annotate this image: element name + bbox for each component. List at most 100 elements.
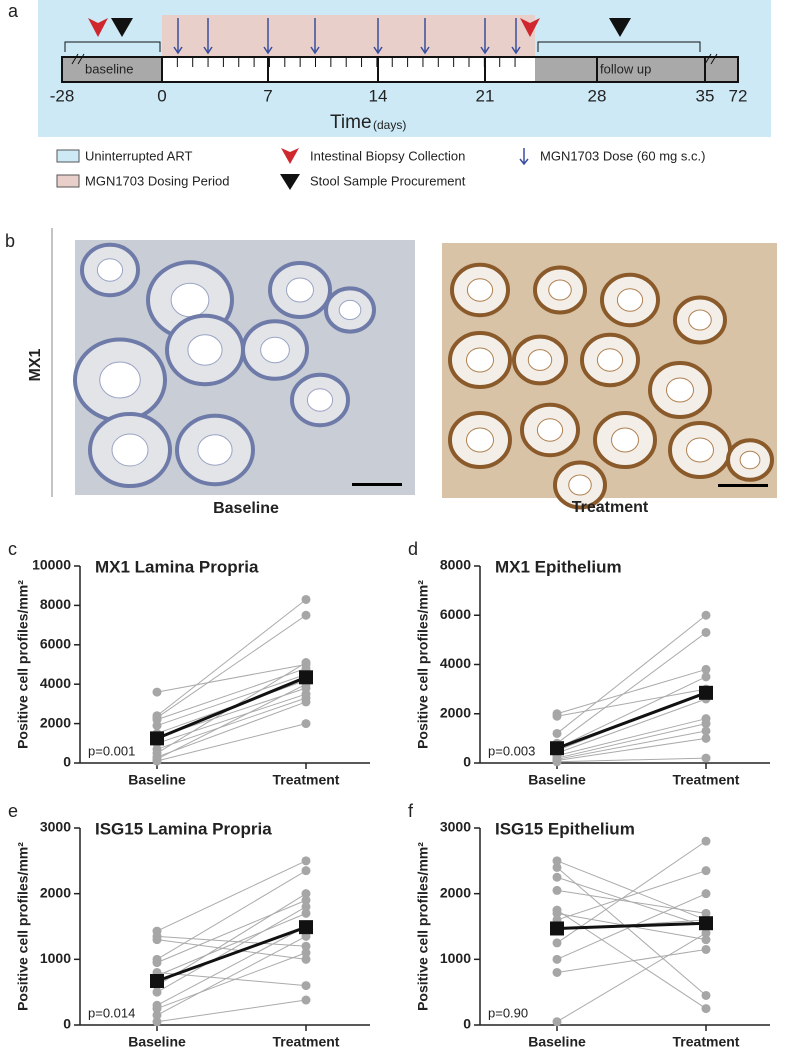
pair-line [156,693,307,744]
pair-line [556,688,707,717]
subject-point [152,1004,162,1014]
pair-line [156,697,307,750]
chart-title: MX1 Epithelium [495,557,622,576]
subject-point [701,1004,711,1014]
pair-line [156,667,307,721]
tick-label: -28 [50,86,75,105]
pair-line [156,673,307,727]
tick-label: 28 [588,86,607,105]
pair-line [156,614,307,719]
lumen [666,377,694,403]
region-label: baseline [85,61,133,76]
timeline-ticks: -28 0 7 14 21 28 35 72 [50,18,747,105]
mean-marker [299,670,313,685]
chart-title: MX1 Lamina Propria [95,557,259,576]
pair-line [156,701,307,758]
panel-label: d [408,539,418,559]
stool-marker [609,18,631,37]
pair-line [556,614,707,734]
subject-point [152,754,162,764]
pair-line [156,939,307,960]
pair-line [156,723,307,762]
pair-line [556,840,707,944]
legend-icon [281,148,299,164]
subject-point [701,944,711,954]
axis-break [71,53,718,65]
subject-point [701,836,711,846]
subject-point [701,726,711,736]
axis-unit: (days) [373,118,406,132]
panel-label: e [8,801,18,821]
subject-point [301,856,311,866]
pair-line [556,757,707,763]
subject-point [701,889,711,899]
subject-point [152,721,162,731]
x-tick-label: Baseline [528,772,586,788]
chart-title: ISG15 Epithelium [495,819,635,838]
pair-line [156,952,307,1010]
mean-marker [699,685,713,700]
lumen [260,336,290,364]
pair-line [156,893,307,987]
mean-line [556,691,707,750]
pair-line [556,723,707,759]
pair-line [156,664,307,693]
legend-label: MGN1703 Dosing Period [85,173,230,188]
subject-point [552,885,562,895]
lumen [187,334,223,366]
subject-point [552,938,562,948]
tick-label: 21 [476,86,495,105]
lumen [611,427,639,453]
pair-line [556,698,707,754]
subject-point [701,627,711,637]
subject-point [301,697,311,707]
pair-line [156,899,307,964]
axis-title: Time [330,112,372,133]
tick-label: 35 [696,86,715,105]
y-tick-label: 2000 [440,884,471,900]
y-tick-label: 8000 [440,557,471,573]
subject-point [701,753,711,763]
mean-line [556,921,707,930]
pair-line [556,737,707,762]
y-tick-label: 2000 [40,714,71,730]
subject-point [301,866,311,876]
p-value: p=0.014 [88,1005,135,1020]
lumen [197,434,233,466]
bracket [64,41,701,52]
subject-point [701,664,711,674]
mean-marker [699,916,713,931]
pair-line [156,999,307,1023]
tick-label: 7 [263,86,272,105]
pair-line [556,718,707,757]
y-axis-label: Positive cell profiles/mm² [415,842,431,1011]
mean-marker [550,921,564,936]
dose-arrow [480,18,490,55]
legend-icon [280,174,300,190]
mean-line [156,675,307,740]
tissue-texture [73,242,774,510]
subject-point [301,610,311,620]
y-tick-label: 0 [63,1016,71,1032]
y-axis-label: Positive cell profiles/mm² [15,842,31,1011]
baseline-bar [62,57,162,82]
subject-point [701,928,711,938]
subject-point [552,967,562,977]
subject-point [301,995,311,1005]
lumen [527,349,553,371]
lumen [466,347,494,373]
y-tick-label: 4000 [440,655,471,671]
lumen [688,309,712,331]
subject-point [301,908,311,918]
pair-line [556,668,707,715]
subject-point [701,990,711,1000]
dose-arrow [420,18,430,55]
pair-line [156,870,307,960]
y-tick-label: 1000 [40,950,71,966]
pair-line [556,632,707,744]
scale-bar [352,483,402,486]
y-tick-label: 2000 [440,704,471,720]
pair-line [556,730,707,760]
x-tick-label: Treatment [273,1034,340,1050]
